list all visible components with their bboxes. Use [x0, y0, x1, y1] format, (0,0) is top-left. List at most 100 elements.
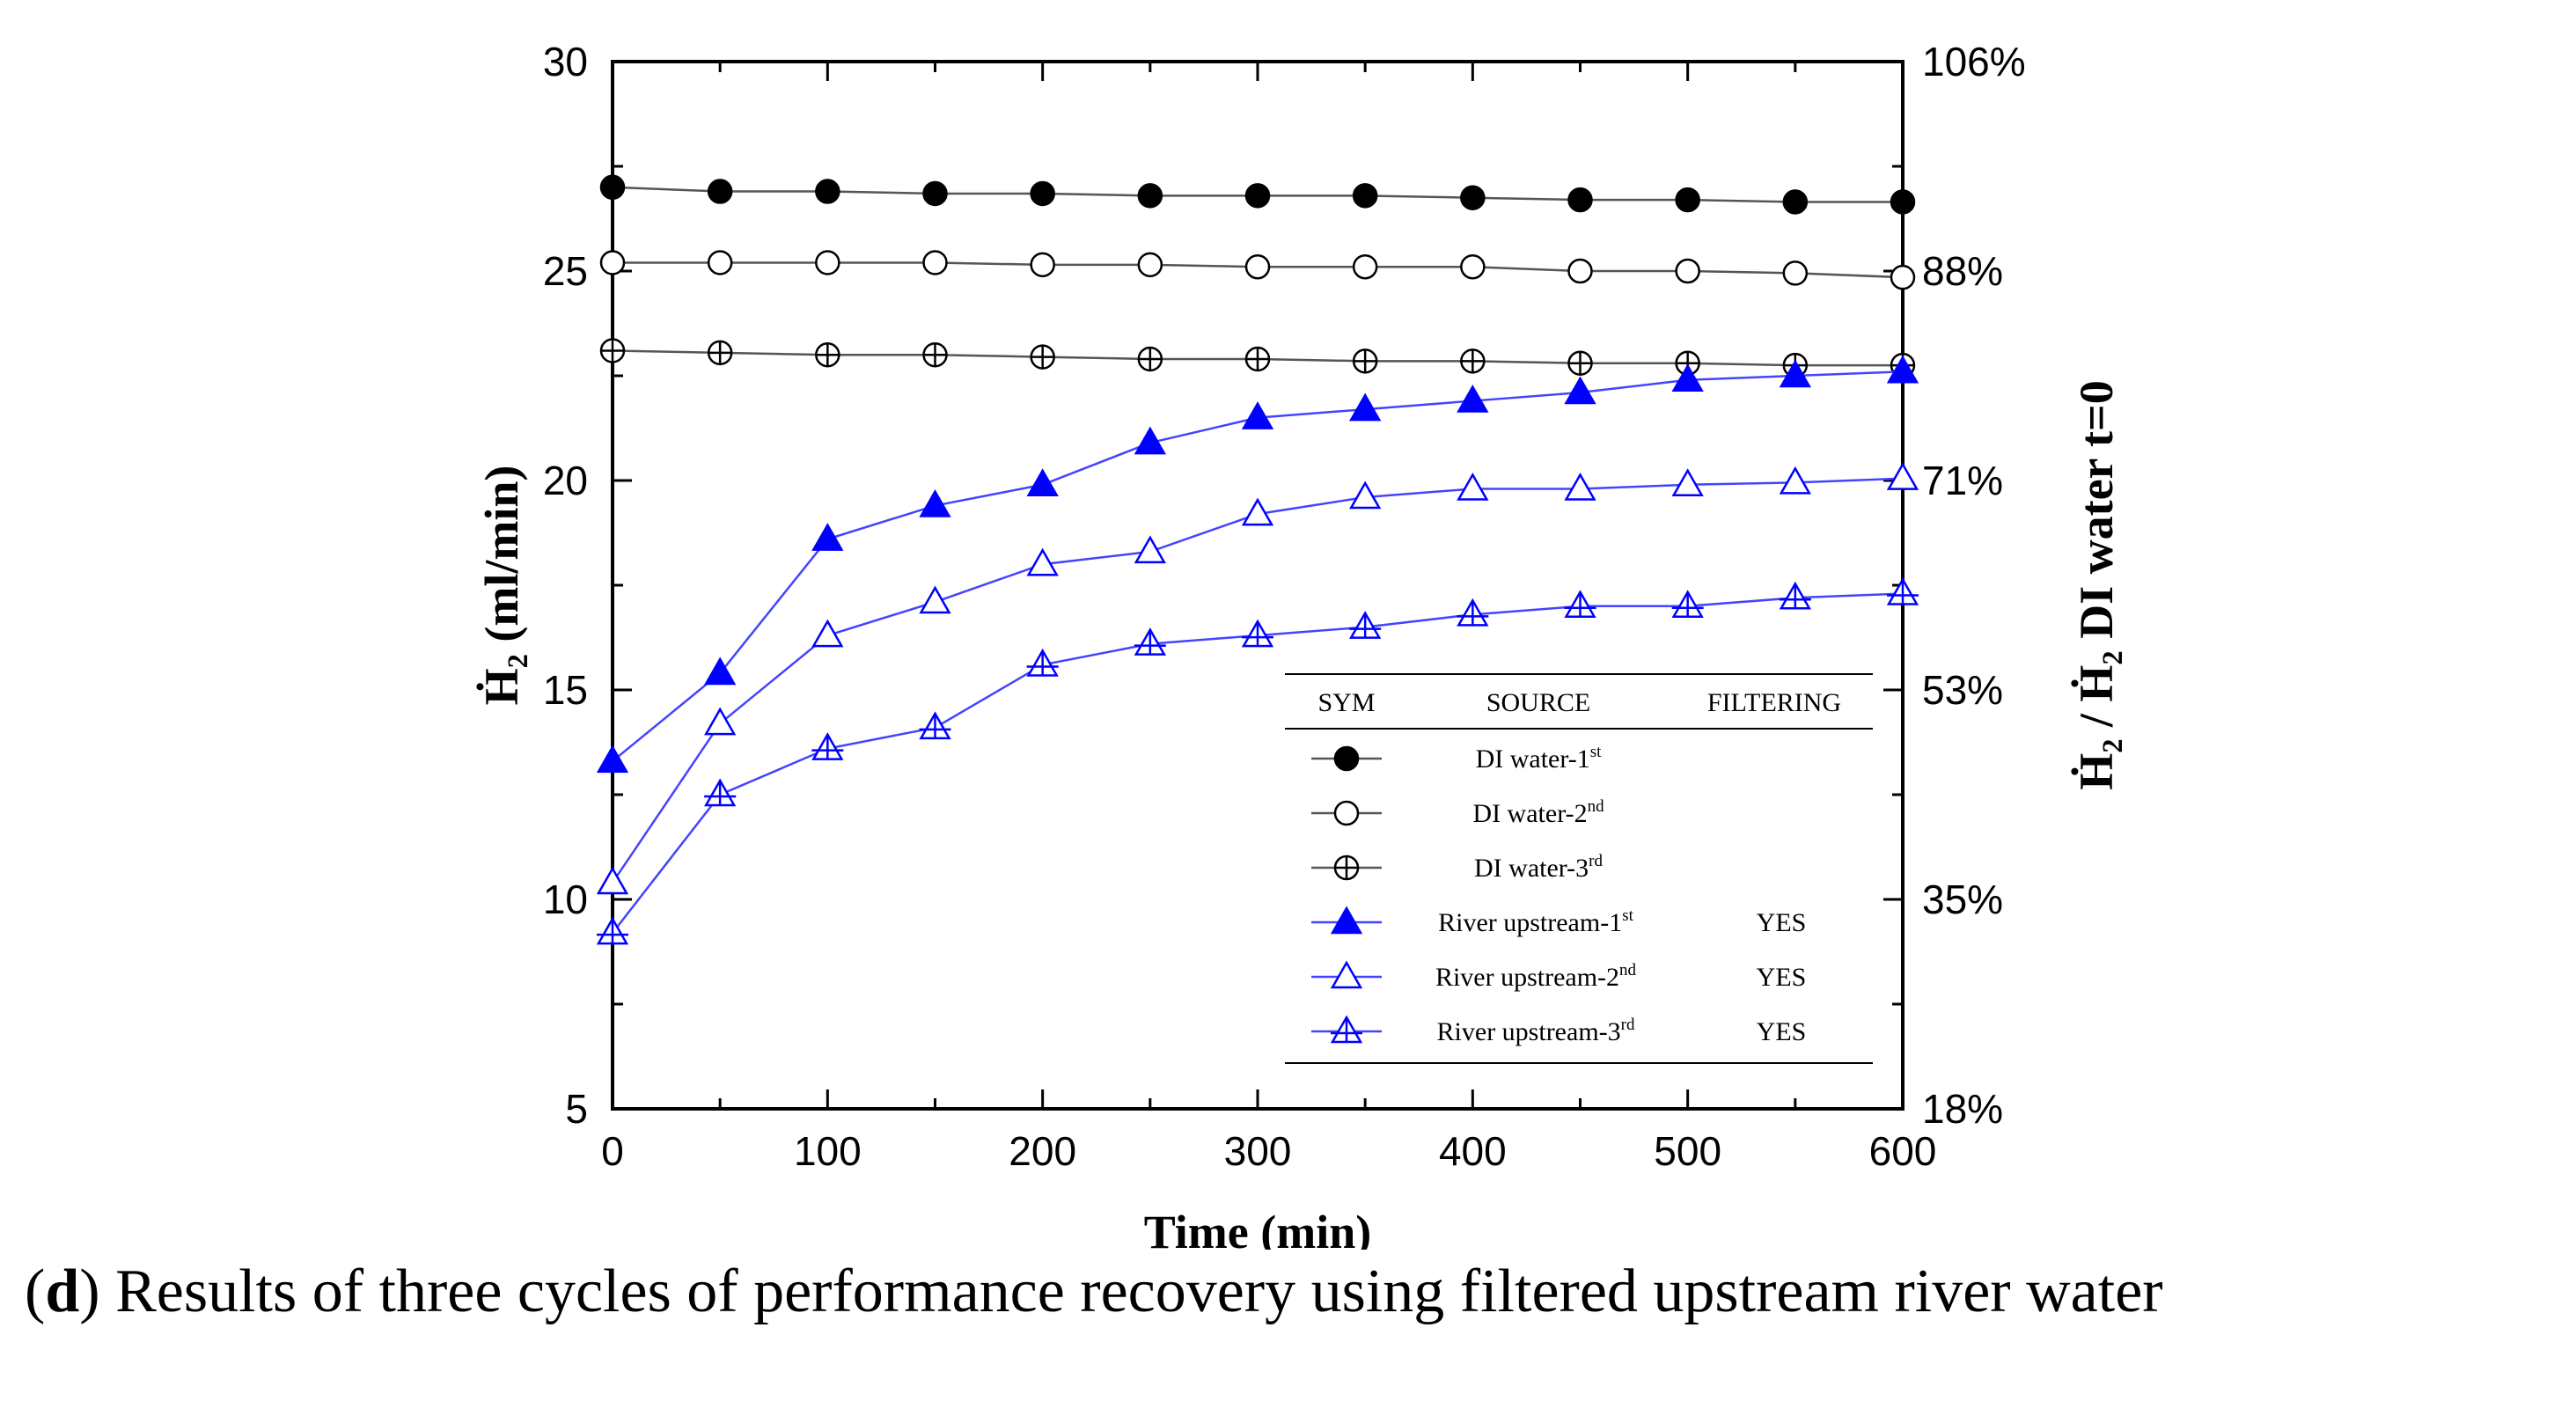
y-tick-label: 10: [543, 877, 588, 922]
data-point: [1460, 348, 1486, 374]
data-point: [811, 523, 844, 551]
data-point: [1782, 189, 1809, 215]
data-point: [1779, 581, 1811, 610]
data-point: [1460, 253, 1486, 280]
data-point: [1030, 344, 1055, 370]
legend-symbol: [1333, 745, 1360, 772]
data-point: [1567, 187, 1593, 213]
y2-tick-label: 71%: [1922, 458, 2003, 503]
y-tick-label: 25: [543, 248, 588, 294]
x-tick-label: 0: [601, 1128, 624, 1174]
data-point: [919, 585, 951, 614]
data-point: [1241, 497, 1274, 526]
y-tick-label: 20: [543, 458, 588, 503]
data-point: [599, 338, 626, 363]
y-tick-label: 5: [565, 1086, 588, 1132]
data-point: [1671, 363, 1704, 392]
legend-source-label: DI water-3rd: [1474, 852, 1603, 883]
data-point: [596, 745, 629, 774]
data-point: [707, 179, 733, 204]
data-point: [1567, 350, 1593, 376]
data-point: [1886, 355, 1919, 384]
legend: SYM SOURCE FILTERING DI water-1st DI wate…: [1285, 673, 1873, 1064]
legend-symbol: [1330, 960, 1363, 989]
legend-source-label: River upstream-2nd: [1435, 961, 1637, 992]
data-point: [1241, 401, 1274, 429]
data-point: [815, 179, 840, 204]
y2-tick-label: 35%: [1922, 877, 2003, 922]
data-point: [1457, 598, 1489, 627]
data-point: [919, 711, 951, 740]
y2-tick-label: 106%: [1922, 39, 2026, 84]
y2-axis-title: Ḣ₂ / Ḣ₂ DI water t=0: [2070, 380, 2123, 790]
data-point: [707, 340, 733, 366]
data-point: [922, 180, 948, 207]
data-point: [1352, 348, 1378, 374]
data-point: [1137, 252, 1163, 278]
x-tick-label: 100: [794, 1128, 862, 1174]
data-point: [1567, 258, 1593, 284]
data-point: [922, 250, 948, 275]
caption-letter: d: [45, 1258, 80, 1325]
series-line-5: [611, 477, 1904, 884]
data-point: [1244, 253, 1271, 280]
legend-symbol: [1333, 800, 1360, 826]
data-point: [815, 341, 840, 368]
data-point: [1030, 180, 1055, 207]
legend-header-source: SOURCE: [1486, 688, 1590, 717]
x-tick-label: 400: [1439, 1128, 1507, 1174]
x-axis-title: Time (min): [1144, 1206, 1371, 1250]
y2-tick-label: 88%: [1922, 248, 2003, 294]
data-point: [1782, 260, 1809, 286]
data-point: [922, 341, 948, 368]
figure-caption: (d) Results of three cycles of performan…: [25, 1258, 2163, 1325]
data-point: [1675, 187, 1700, 213]
data-point: [1244, 346, 1271, 372]
y-tick-label: 15: [543, 667, 588, 713]
plot-frame: [611, 60, 1904, 1111]
data-point: [919, 489, 951, 517]
data-point: [596, 916, 629, 945]
line-chart: 0 100 200 300 400 500 600 5 10 15 20 25 30 18% 35% 53…: [475, 39, 2123, 1250]
data-point: [1564, 473, 1596, 501]
data-point: [1671, 590, 1704, 619]
data-point: [1026, 468, 1059, 497]
data-point: [1457, 473, 1489, 501]
data-point: [1349, 611, 1382, 639]
y2-tick-label: 53%: [1922, 667, 2003, 713]
legend-symbol: [1330, 1015, 1363, 1044]
y-tick-label: 30: [543, 39, 588, 84]
data-point: [1779, 466, 1811, 495]
data-point: [1886, 462, 1919, 490]
data-point: [1564, 590, 1596, 619]
data-point: [1137, 183, 1163, 209]
legend-source-label: DI water-2nd: [1472, 797, 1604, 828]
data-point: [1890, 189, 1916, 215]
y2-tick-label: 18%: [1922, 1086, 2003, 1132]
data-point: [596, 866, 629, 895]
data-point: [1779, 359, 1811, 388]
data-point: [1241, 619, 1274, 648]
data-point: [704, 778, 737, 807]
legend-filtering-label: YES: [1757, 908, 1807, 937]
data-point: [811, 732, 844, 760]
data-point: [1890, 264, 1916, 290]
legend-source-label: DI water-1st: [1476, 743, 1603, 774]
legend-header-filtering: FILTERING: [1707, 688, 1841, 717]
legend-symbol: [1330, 906, 1363, 935]
data-point: [1671, 468, 1704, 497]
data-point: [1134, 627, 1166, 656]
legend-source-label: River upstream-1st: [1438, 906, 1634, 937]
data-point: [1457, 385, 1489, 413]
data-point: [1026, 648, 1059, 677]
x-tick-label: 500: [1654, 1128, 1721, 1174]
data-point: [704, 656, 737, 686]
data-point: [1564, 376, 1596, 405]
data-point: [1030, 252, 1055, 278]
x-tick-label: 200: [1009, 1128, 1076, 1174]
data-point: [1352, 183, 1378, 209]
data-point: [815, 250, 840, 275]
data-point: [1349, 392, 1382, 422]
data-point: [1460, 185, 1486, 210]
legend-symbol: [1333, 855, 1360, 881]
